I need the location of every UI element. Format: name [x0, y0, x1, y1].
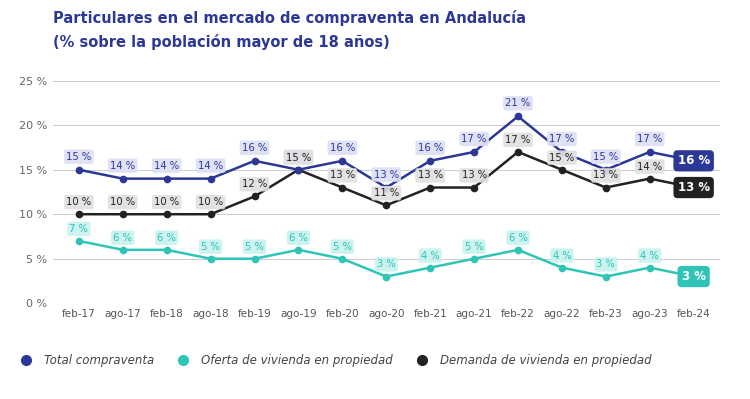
Text: 16 %: 16 %: [330, 143, 355, 153]
Text: 16 %: 16 %: [242, 143, 267, 153]
Text: 21 %: 21 %: [506, 98, 530, 108]
Text: 5 %: 5 %: [245, 242, 264, 252]
Text: 5 %: 5 %: [333, 242, 352, 252]
Text: 10 %: 10 %: [154, 197, 179, 207]
Text: 15 %: 15 %: [286, 152, 311, 162]
Text: 14 %: 14 %: [110, 161, 135, 171]
Text: 6 %: 6 %: [289, 233, 308, 243]
Text: 15 %: 15 %: [549, 152, 574, 163]
Text: 17 %: 17 %: [506, 135, 530, 145]
Text: 15 %: 15 %: [286, 152, 311, 163]
Text: 16 %: 16 %: [418, 143, 442, 153]
Text: 17 %: 17 %: [461, 134, 487, 144]
Text: Particulares en el mercado de compraventa en Andalucía: Particulares en el mercado de compravent…: [53, 10, 526, 26]
Text: 5 %: 5 %: [201, 242, 220, 252]
Text: 17 %: 17 %: [637, 134, 662, 144]
Text: 10 %: 10 %: [110, 197, 135, 207]
Text: 10 %: 10 %: [198, 197, 223, 207]
Text: 4 %: 4 %: [640, 251, 659, 261]
Text: 11 %: 11 %: [374, 188, 399, 198]
Text: 15 %: 15 %: [593, 152, 619, 162]
Text: 14 %: 14 %: [638, 162, 662, 172]
Text: 13 %: 13 %: [330, 170, 355, 180]
Text: 13 %: 13 %: [418, 170, 442, 180]
Text: 6 %: 6 %: [509, 233, 527, 243]
Text: (% sobre la población mayor de 18 años): (% sobre la población mayor de 18 años): [53, 34, 389, 50]
Text: 13 %: 13 %: [677, 181, 710, 194]
Text: 15 %: 15 %: [66, 152, 92, 162]
Text: 10 %: 10 %: [66, 197, 92, 207]
Text: 3 %: 3 %: [376, 259, 396, 269]
Text: 3 %: 3 %: [596, 259, 615, 269]
Text: 6 %: 6 %: [158, 233, 176, 243]
Text: 12 %: 12 %: [242, 179, 267, 189]
Text: 13 %: 13 %: [461, 170, 487, 180]
Text: 4 %: 4 %: [421, 251, 440, 261]
Text: 13 %: 13 %: [593, 170, 619, 180]
Text: 14 %: 14 %: [198, 161, 223, 171]
Text: 16 %: 16 %: [677, 154, 710, 167]
Text: 13 %: 13 %: [374, 170, 399, 180]
Text: 5 %: 5 %: [465, 242, 484, 252]
Legend: Total compraventa, Oferta de vivienda en propiedad, Demanda de vivienda en propi: Total compraventa, Oferta de vivienda en…: [9, 349, 656, 371]
Text: 7 %: 7 %: [70, 224, 88, 234]
Text: 17 %: 17 %: [549, 134, 574, 144]
Text: 14 %: 14 %: [154, 161, 179, 171]
Text: 6 %: 6 %: [113, 233, 132, 243]
Text: 4 %: 4 %: [553, 251, 572, 261]
Text: 3 %: 3 %: [682, 270, 706, 283]
